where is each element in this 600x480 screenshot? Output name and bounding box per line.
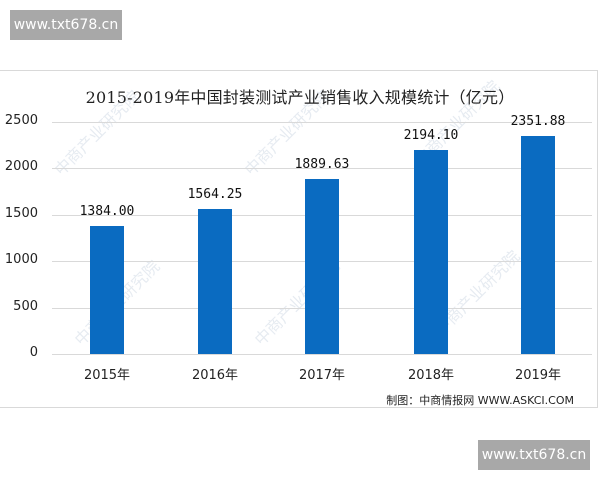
data-label: 2351.88 (510, 113, 566, 129)
data-label: 2194.10 (403, 128, 459, 144)
data-label: 1384.00 (79, 203, 135, 219)
x-tick-label: 2017年 (298, 368, 346, 383)
chart-frame (0, 70, 598, 408)
y-tick-label: 500 (13, 298, 38, 314)
bar (414, 150, 448, 354)
y-tick-label: 1000 (4, 252, 38, 268)
bar (521, 135, 555, 354)
x-tick-label: 2015年 (83, 368, 131, 383)
x-tick-label: 2019年 (514, 368, 562, 383)
chart-source: 制图：中商情报网 WWW.ASKCI.COM (386, 394, 574, 407)
bar (90, 225, 124, 354)
y-tick-label: 2500 (4, 113, 38, 128)
y-tick-label: 2000 (4, 159, 38, 175)
watermark-top: www.txt678.cn (10, 10, 122, 40)
gridline (52, 168, 592, 170)
data-label: 1564.25 (187, 186, 243, 202)
bar (305, 178, 339, 354)
y-tick-label: 1500 (4, 205, 38, 221)
x-tick-label: 2018年 (407, 368, 455, 383)
gridline (52, 122, 592, 123)
watermark-bottom: www.txt678.cn (478, 440, 590, 470)
chart-title: 2015-2019年中国封装测试产业销售收入规模统计（亿元） (85, 88, 515, 107)
bar (198, 208, 232, 354)
y-tick-label: 0 (29, 345, 38, 360)
data-label: 1889.63 (294, 156, 350, 172)
gridline (52, 354, 592, 355)
x-tick-label: 2016年 (191, 368, 239, 383)
